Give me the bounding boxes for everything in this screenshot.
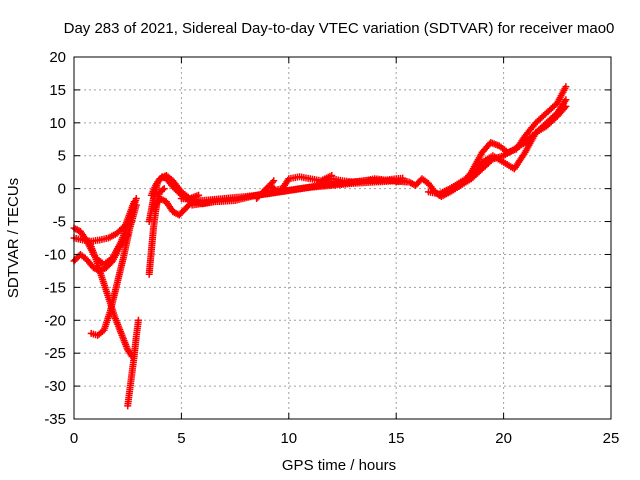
data-series [392,83,570,201]
data-point [561,104,569,112]
x-tick-label: 15 [388,430,405,447]
y-axis-ticks: -35 -30 -25 -20 -15 -10 -5 0 5 10 15 20 [44,49,611,428]
data-point [268,178,276,186]
data-point [132,201,140,209]
data-point [562,83,570,91]
data-point [160,185,168,193]
data-series [149,195,196,219]
y-tick-label: -35 [44,411,66,428]
data-point [159,196,167,204]
y-axis-label: SDTVAR / TECUs [5,178,22,298]
data-point [159,186,167,194]
x-axis-label: GPS time / hours [282,457,396,474]
y-tick-label: -5 [53,214,66,231]
data-series [263,177,278,193]
grid-lines [74,57,611,419]
chart-title: Day 283 of 2021, Sidereal Day-to-day VTE… [64,20,615,37]
data-series [124,316,142,410]
y-tick-label: -20 [44,312,66,329]
data-point [132,195,140,203]
y-tick-label: -10 [44,246,66,263]
data-point [562,102,570,110]
y-tick-label: 20 [49,49,66,66]
data-series [147,171,203,203]
data-series [435,102,570,199]
y-tick-label: 0 [58,181,66,198]
data-point [270,177,278,185]
y-tick-label: 5 [58,148,66,165]
y-tick-label: -30 [44,378,66,395]
data-point [562,96,570,104]
x-tick-label: 5 [177,430,185,447]
data-series [87,201,140,339]
x-axis-ticks: 0 5 10 15 20 25 [70,57,620,447]
x-tick-label: 20 [495,430,512,447]
y-tick-label: -25 [44,345,66,362]
data-point [73,226,81,234]
data-markers [70,83,570,410]
y-tick-label: 10 [49,115,66,132]
x-tick-label: 25 [603,430,620,447]
plot-frame [73,56,612,420]
y-tick-label: 15 [49,82,66,99]
y-tick-label: -15 [44,279,66,296]
data-point [134,316,142,324]
x-tick-label: 0 [70,430,78,447]
x-tick-label: 10 [280,430,297,447]
